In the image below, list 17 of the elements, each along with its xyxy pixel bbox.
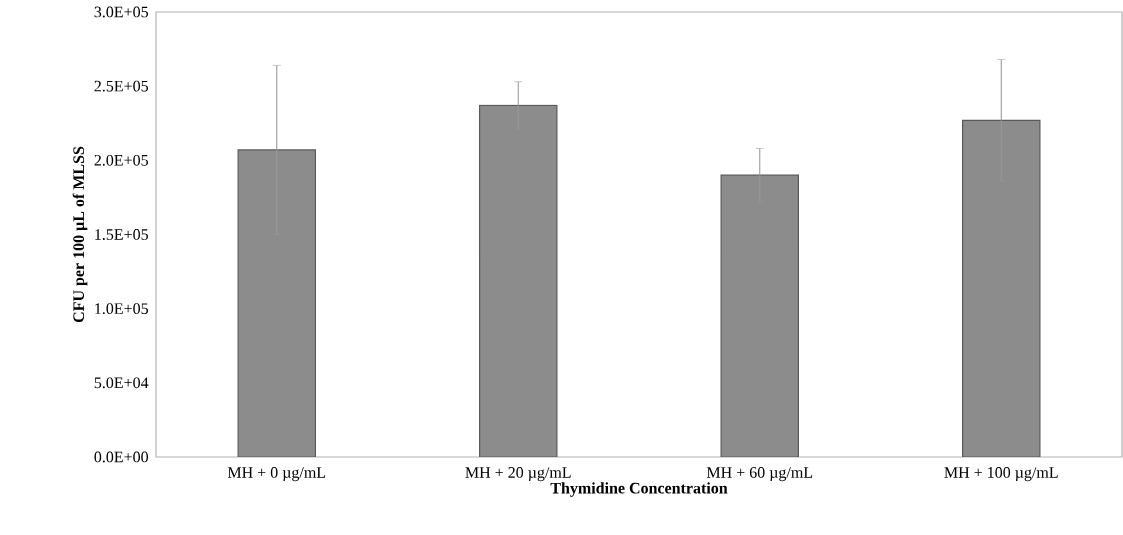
x-tick-label: MH + 20 µg/mL — [465, 467, 571, 482]
x-tick-label: MH + 60 µg/mL — [706, 467, 813, 482]
y-tick-label: 5.0E+04 — [94, 377, 149, 389]
y-tick-label: 0.0E+00 — [94, 451, 149, 463]
x-tick-label: MH + 0 µg/mL — [227, 467, 326, 482]
bar — [237, 149, 316, 457]
x-axis-title: Thymidine Concentration — [550, 482, 728, 497]
y-tick-label: 2.0E+05 — [94, 154, 149, 166]
bar — [962, 119, 1041, 457]
y-tick-label: 1.5E+05 — [95, 229, 149, 240]
bar — [720, 174, 799, 457]
x-tick-label: MH + 100 µg/mL — [944, 467, 1058, 482]
bar — [479, 104, 558, 457]
y-axis-title: CFU per 100 µL of MLSS — [72, 146, 88, 323]
y-tick-label: 1.0E+05 — [95, 303, 149, 315]
y-tick-label: 3.0E+05 — [94, 6, 149, 18]
y-tick-label: 2.5E+05 — [94, 80, 149, 92]
